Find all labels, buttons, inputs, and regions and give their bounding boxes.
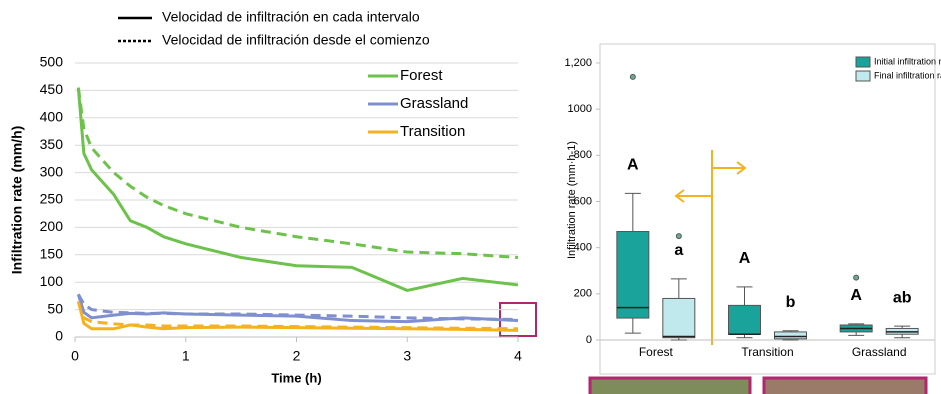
y-axis-label: Infiltration rate (mm·h-1) bbox=[566, 141, 578, 259]
y-tick-label: 350 bbox=[40, 136, 64, 152]
legend-swatch bbox=[856, 71, 870, 81]
box bbox=[663, 298, 695, 337]
y-tick-label: 100 bbox=[40, 273, 64, 289]
group-letter: a bbox=[674, 242, 683, 259]
outlier bbox=[854, 275, 859, 280]
y-tick-label: 0 bbox=[55, 328, 63, 344]
box bbox=[775, 332, 807, 339]
photo-grassland bbox=[764, 378, 926, 394]
group-letter: A bbox=[850, 287, 862, 304]
y-tick-label: 1000 bbox=[568, 103, 592, 115]
y-tick-label: 250 bbox=[40, 191, 64, 207]
legend-label: Forest bbox=[400, 67, 443, 84]
y-tick-label: 300 bbox=[40, 163, 64, 179]
style-legend-label: Velocidad de infiltración desde el comie… bbox=[162, 32, 430, 48]
y-tick-label: 500 bbox=[40, 54, 64, 70]
legend-label: Grassland bbox=[400, 95, 468, 112]
style-legend-label: Velocidad de infiltración en cada interv… bbox=[162, 9, 420, 25]
x-tick-label: Transition bbox=[741, 345, 793, 359]
x-tick-label: 1 bbox=[182, 348, 190, 364]
y-axis-label: Infiltration rate (mm/h) bbox=[9, 126, 25, 275]
y-tick-label: 50 bbox=[47, 300, 63, 316]
outlier bbox=[676, 234, 681, 239]
group-letter: A bbox=[739, 250, 751, 267]
y-tick-label: 150 bbox=[40, 246, 64, 262]
group-letter: A bbox=[627, 157, 639, 174]
y-tick-label: 0 bbox=[586, 334, 592, 346]
y-tick-label: 450 bbox=[40, 81, 64, 97]
y-tick-label: 1,200 bbox=[564, 57, 592, 69]
box bbox=[729, 305, 761, 334]
figure: 0 50 100 150 200 250 300 350 400 450 500 0 1 2 3 4 Infil… bbox=[0, 0, 941, 394]
box bbox=[617, 232, 649, 319]
y-tick-label: 400 bbox=[40, 109, 64, 125]
x-tick-label: 4 bbox=[514, 348, 522, 364]
group-letter: ab bbox=[893, 289, 912, 306]
photo-forest bbox=[590, 378, 750, 394]
outlier bbox=[630, 74, 635, 79]
x-tick-label: 0 bbox=[71, 348, 79, 364]
x-tick-label: Grassland bbox=[852, 345, 907, 359]
y-tick-label: 200 bbox=[40, 218, 64, 234]
x-axis-label: Time (h) bbox=[271, 370, 321, 385]
legend-label: Transition bbox=[400, 123, 465, 140]
legend-label: Final infiltration rate bbox=[874, 70, 941, 80]
y-tick-label: 200 bbox=[574, 288, 592, 300]
legend-swatch bbox=[856, 57, 870, 67]
x-tick-label: 3 bbox=[403, 348, 411, 364]
legend-label: Initial infiltration rate bbox=[874, 56, 941, 66]
group-letter: b bbox=[786, 294, 796, 311]
x-tick-label: Forest bbox=[639, 345, 674, 359]
x-tick-label: 2 bbox=[293, 348, 301, 364]
